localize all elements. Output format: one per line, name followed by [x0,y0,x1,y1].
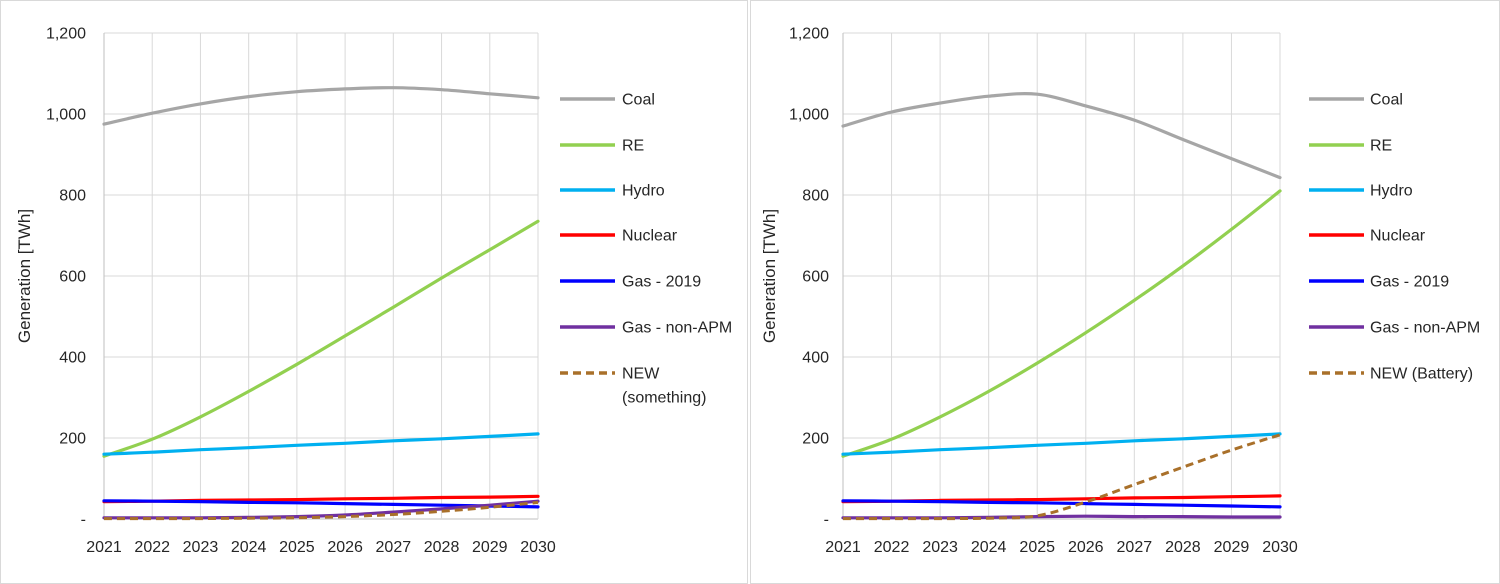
x-tick-label: 2027 [1117,539,1153,556]
y-tick-label: 800 [802,188,829,205]
legend-label: Gas - non-APM [622,320,732,337]
y-tick-label: 1,000 [46,107,86,124]
x-tick-label: 2023 [922,539,958,556]
y-tick-label: 1,200 [789,26,829,43]
legend-item-coal: Coal [560,92,655,109]
chart-panel-left: Generation [TWh] - 200 400 600 800 1,000 1,200… [0,0,748,584]
gridlines [842,32,1281,520]
series-lines [102,86,540,521]
legend-label: RE [1370,138,1392,155]
series-line-re [102,219,540,458]
series-line-coal [102,86,540,126]
legend-label: Gas - non-APM [1370,320,1480,337]
x-tick-label: 2028 [424,539,460,556]
y-tick-label: 200 [59,431,86,448]
legend-item-re: RE [1309,138,1392,155]
x-axis-tick-labels: 2021 2022 2023 2024 2025 2026 2027 2028 2029 2030 [86,539,556,556]
series-line-gas-2019 [841,499,1282,509]
legend-label: Gas - 2019 [1370,274,1449,291]
legend-label: Hydro [622,183,665,200]
x-axis-tick-labels: 2021 2022 2023 2024 2025 2026 2027 2028 2029 2030 [825,539,1298,556]
legend-label: NEW [622,366,660,383]
x-tick-label: 2022 [134,539,170,556]
legend-item-gas-2019: Gas - 2019 [560,274,701,291]
y-tick-label: 200 [802,431,829,448]
y-axis-tick-labels: - 200 400 600 800 1,000 1,200 [789,26,829,529]
legend-item-coal: Coal [1309,92,1403,109]
legend-label: RE [622,138,644,155]
legend-label: NEW (Battery) [1370,366,1473,383]
x-tick-label: 2024 [231,539,267,556]
series-line-hydro [841,432,1282,456]
legend-item-gas-non-apm: Gas - non-APM [1309,320,1480,337]
y-tick-label: 1,200 [46,26,86,43]
y-tick-label: 600 [59,269,86,286]
legend-item-gas-2019: Gas - 2019 [1309,274,1449,291]
x-tick-label: 2029 [1214,539,1250,556]
series-lines [841,91,1282,521]
legend-label: (something) [622,390,706,407]
x-tick-label: 2026 [327,539,363,556]
y-tick-label: 600 [802,269,829,286]
x-tick-label: 2021 [86,539,122,556]
legend: Coal RE Hydro Nuclear Gas - 2019 Gas - non-AP… [560,92,732,407]
x-tick-label: 2021 [825,539,861,556]
y-axis-title: Generation [TWh] [760,209,779,343]
legend-item-gas-non-apm: Gas - non-APM [560,320,732,337]
y-tick-label: 800 [59,188,86,205]
x-tick-label: 2024 [971,539,1007,556]
y-tick-label: 400 [59,350,86,367]
line-chart-left: Generation [TWh] - 200 400 600 800 1,000 1,200… [15,26,732,557]
legend-item-re: RE [560,138,644,155]
legend-item-hydro: Hydro [1309,183,1413,200]
y-tick-label: - [824,512,829,529]
series-line-re [841,189,1282,458]
x-tick-label: 2030 [1262,539,1298,556]
legend-item-new-something: NEW (something) [560,366,706,407]
y-tick-label: 400 [802,350,829,367]
line-chart-right: Generation [TWh] - 200 400 600 800 1,000 1,200… [760,26,1480,557]
legend-item-nuclear: Nuclear [1309,228,1426,245]
legend-label: Nuclear [1370,228,1426,245]
x-tick-label: 2025 [279,539,315,556]
series-line-hydro [102,432,540,456]
series-line-coal [841,91,1282,180]
x-tick-label: 2022 [874,539,910,556]
chart-panel-right: Generation [TWh] - 200 400 600 800 1,000 1,200… [750,0,1500,584]
x-tick-label: 2029 [472,539,508,556]
y-axis-title: Generation [TWh] [15,209,34,343]
legend-label: Coal [622,92,655,109]
x-tick-label: 2026 [1068,539,1104,556]
legend: Coal RE Hydro Nuclear Gas - 2019 Gas - non-AP… [1309,92,1480,383]
gridlines [103,32,539,520]
legend-label: Gas - 2019 [622,274,701,291]
x-tick-label: 2028 [1165,539,1201,556]
legend-label: Hydro [1370,183,1413,200]
y-tick-label: 1,000 [789,107,829,124]
y-axis-tick-labels: - 200 400 600 800 1,000 1,200 [46,26,86,529]
x-tick-label: 2023 [183,539,219,556]
series-line-new-battery [842,433,1281,521]
legend-item-nuclear: Nuclear [560,228,678,245]
legend-label: Nuclear [622,228,678,245]
legend-item-hydro: Hydro [560,183,665,200]
series-line-new-something [103,500,539,521]
y-tick-label: - [81,512,86,529]
x-tick-label: 2025 [1019,539,1055,556]
x-tick-label: 2027 [376,539,412,556]
legend-item-new-battery: NEW (Battery) [1309,366,1473,383]
x-tick-label: 2030 [520,539,556,556]
legend-label: Coal [1370,92,1403,109]
